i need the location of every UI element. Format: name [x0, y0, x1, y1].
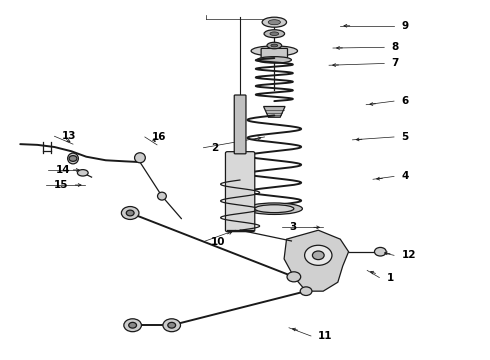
Text: 4: 4: [401, 171, 409, 181]
Ellipse shape: [68, 153, 78, 164]
Text: 11: 11: [318, 331, 333, 341]
Circle shape: [124, 319, 142, 332]
Text: 8: 8: [392, 42, 399, 52]
Circle shape: [300, 287, 312, 296]
Circle shape: [122, 207, 139, 220]
Circle shape: [129, 322, 137, 328]
Text: 13: 13: [62, 131, 76, 141]
Ellipse shape: [267, 42, 282, 49]
Ellipse shape: [271, 44, 278, 47]
Ellipse shape: [135, 153, 146, 163]
Ellipse shape: [270, 32, 279, 36]
Ellipse shape: [264, 30, 285, 38]
FancyBboxPatch shape: [261, 48, 288, 60]
FancyBboxPatch shape: [234, 95, 246, 154]
Polygon shape: [284, 230, 348, 291]
Ellipse shape: [255, 205, 294, 213]
Text: 10: 10: [211, 237, 225, 247]
Ellipse shape: [251, 46, 297, 56]
Text: 15: 15: [53, 180, 68, 190]
Text: 14: 14: [55, 165, 70, 175]
Text: 5: 5: [401, 132, 409, 142]
Polygon shape: [264, 107, 285, 117]
Circle shape: [69, 156, 77, 161]
Circle shape: [374, 247, 386, 256]
Circle shape: [168, 322, 175, 328]
Circle shape: [163, 319, 180, 332]
Circle shape: [126, 210, 134, 216]
Ellipse shape: [246, 203, 302, 215]
Text: 7: 7: [392, 58, 399, 68]
Ellipse shape: [158, 192, 166, 200]
Text: 16: 16: [152, 132, 167, 142]
FancyBboxPatch shape: [225, 152, 255, 231]
Ellipse shape: [257, 57, 292, 63]
Text: 1: 1: [387, 273, 394, 283]
Text: 6: 6: [401, 96, 409, 106]
Circle shape: [287, 272, 301, 282]
Text: 9: 9: [401, 21, 409, 31]
Ellipse shape: [268, 20, 280, 25]
Text: 2: 2: [211, 143, 218, 153]
Ellipse shape: [77, 170, 88, 176]
Circle shape: [305, 245, 332, 265]
Text: 3: 3: [289, 222, 296, 232]
Ellipse shape: [262, 17, 287, 27]
Text: 12: 12: [401, 250, 416, 260]
Circle shape: [313, 251, 324, 260]
